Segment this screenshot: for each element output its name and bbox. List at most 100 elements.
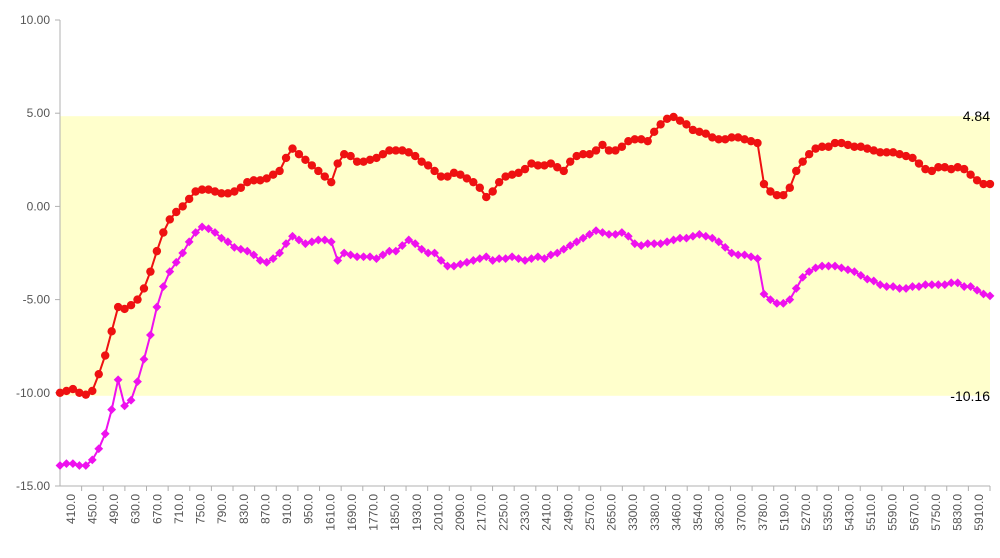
data-point [946,278,956,288]
data-point [843,265,853,275]
data-point [436,256,446,265]
data-point [120,304,129,314]
data-point [617,228,627,237]
data-point [152,302,162,312]
data-point [126,395,136,405]
data-point [733,250,743,260]
data-point [927,166,937,176]
data-point [701,231,711,241]
data-point [888,282,898,291]
data-point [876,148,885,157]
data-point [798,157,807,166]
data-point [229,243,239,252]
data-point [675,116,685,125]
data-point [753,138,762,148]
x-tick-label: 2170.0 [475,494,489,531]
x-tick-label: 710.0 [172,494,186,524]
x-tick-label: 5830.0 [951,494,965,531]
data-point [708,133,717,142]
data-point [669,112,678,122]
data-point [701,129,711,138]
data-point [611,229,620,239]
normal-range-band [60,116,990,396]
data-point [830,261,840,271]
data-point [947,164,956,174]
data-point [972,285,982,295]
data-point [779,191,788,200]
data-point [191,228,201,237]
data-point [449,261,459,271]
y-tick-label: 10.00 [20,13,50,27]
data-point [540,161,549,170]
data-point [87,455,97,465]
x-tick-label: 1850.0 [388,494,402,531]
data-point [352,252,362,262]
data-point [591,146,601,155]
data-point [256,176,265,185]
data-point [804,150,814,159]
data-point [875,280,885,290]
data-point [378,250,388,260]
x-tick-label: 830.0 [237,494,251,524]
x-tick-label: 1770.0 [367,494,381,531]
x-tick-label: 1690.0 [345,494,359,531]
data-point [333,256,343,265]
data-point [623,231,633,241]
y-tick-label: 5.00 [27,106,51,120]
x-tick-label: 3540.0 [691,494,705,531]
x-tick-label: 630.0 [129,494,143,524]
data-point [62,459,71,469]
data-point [94,369,103,379]
x-tick-label: 5910.0 [972,494,986,531]
data-point [927,280,937,290]
data-point [695,127,704,137]
data-point [914,159,924,168]
data-point [482,192,491,202]
data-point [882,282,892,291]
data-point [514,168,523,178]
data-point [378,150,388,159]
data-point [539,254,549,263]
data-point [649,239,659,249]
data-point [133,377,142,387]
data-point [133,295,142,304]
data-point [578,150,588,159]
series-1 [55,112,995,399]
data-point [314,166,323,176]
data-point [430,248,439,258]
data-point [55,388,65,397]
data-point [120,401,129,411]
data-point [921,280,930,290]
data-point [740,135,749,144]
data-point [507,252,517,262]
data-point [843,140,853,150]
data-point [494,177,504,187]
data-point [914,282,924,291]
data-point [242,246,252,256]
data-point [456,259,465,269]
data-point [359,252,368,262]
data-point [553,163,562,172]
data-point [585,150,594,159]
data-point [107,405,117,414]
data-point [669,235,678,245]
x-tick-label: 5510.0 [864,494,878,531]
data-point [107,327,116,336]
data-point [856,270,866,280]
data-point [727,133,736,142]
x-tick-label: 3780.0 [756,494,770,531]
data-point [940,163,949,172]
data-point [113,302,123,312]
data-point [423,248,433,258]
data-point [572,151,581,161]
data-point [294,150,304,159]
data-point [869,146,878,155]
data-point [746,136,756,146]
data-point [417,157,426,166]
data-point [624,136,633,146]
data-point [862,274,872,284]
data-point [339,248,349,258]
x-tick-label: 2010.0 [431,494,445,531]
data-point [339,150,349,159]
